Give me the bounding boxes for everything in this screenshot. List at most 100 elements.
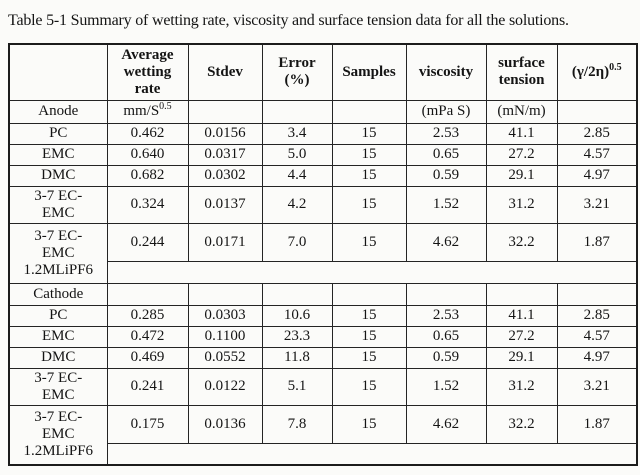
empty-cell — [556, 99, 638, 124]
cell-value: 4.97 — [556, 164, 638, 187]
units-wetting-base: mm/S — [123, 103, 160, 119]
corner-cell — [8, 43, 108, 101]
table-row-cathode-pc: PC 0.285 0.0303 10.6 15 2.53 41.1 2.85 — [8, 304, 638, 327]
cell-value: 0.65 — [405, 325, 487, 348]
row-label-line: 1.2MLiPF6 — [23, 261, 94, 278]
table-row-anode-ec-emc: 3-7 EC- EMC 0.324 0.0137 4.2 15 1.52 31.… — [8, 185, 638, 224]
row-label: DMC — [8, 346, 108, 369]
cell-value: 3.21 — [556, 367, 638, 406]
cell-value: 0.0302 — [187, 164, 263, 187]
cell-value: 0.0136 — [187, 404, 263, 444]
cell-value: 0.1100 — [187, 325, 263, 348]
cell-value: 0.640 — [106, 143, 189, 166]
cell-value: 0.0137 — [187, 185, 263, 224]
table-row-anode-dmc: DMC 0.682 0.0302 4.4 15 0.59 29.1 4.97 — [8, 164, 638, 187]
cell-value: 7.0 — [261, 222, 333, 262]
ratio-base: (γ/2η) — [571, 63, 610, 80]
cell-value: 0.462 — [106, 122, 189, 145]
empty-cell — [556, 282, 638, 306]
row-label-line: EMC — [41, 204, 75, 221]
cell-value: 0.285 — [106, 304, 189, 327]
table-row-cathode-ec-emc-lipf6: 3-7 EC- EMC 1.2MLiPF6 0.175 0.0136 7.8 1… — [8, 404, 638, 466]
cell-value: 15 — [331, 325, 407, 348]
empty-strip-cell — [106, 260, 638, 284]
col-header-surface-tension: surface tension — [485, 43, 558, 101]
cell-value: 15 — [331, 164, 407, 187]
ratio-superscript: 0.5 — [609, 61, 622, 73]
cell-value: 15 — [331, 304, 407, 327]
cell-value: 3.4 — [261, 122, 333, 145]
cell-value: 4.62 — [405, 222, 487, 262]
cell-value: 4.57 — [556, 143, 638, 166]
cell-value: 0.0171 — [187, 222, 263, 262]
cell-value: 0.59 — [405, 164, 487, 187]
cell-value: 31.2 — [485, 367, 558, 406]
cell-value: 23.3 — [261, 325, 333, 348]
table-row-cathode-dmc: DMC 0.469 0.0552 11.8 15 0.59 29.1 4.97 — [8, 346, 638, 369]
cell-value: 15 — [331, 143, 407, 166]
units-viscosity: (mPa S) — [405, 99, 487, 124]
cell-value: 15 — [331, 367, 407, 406]
cell-value: 2.85 — [556, 122, 638, 145]
empty-cell — [187, 282, 263, 306]
cell-value: 29.1 — [485, 164, 558, 187]
row-label: PC — [8, 304, 108, 327]
cell-value: 5.1 — [261, 367, 333, 406]
row-label: DMC — [8, 164, 108, 187]
cell-value: 10.6 — [261, 304, 333, 327]
cell-value: 5.0 — [261, 143, 333, 166]
row-label-line: 1.2MLiPF6 — [23, 443, 94, 460]
cell-value: 0.175 — [106, 404, 189, 444]
cell-value: 27.2 — [485, 143, 558, 166]
cathode-tail-strip-row — [9, 442, 638, 466]
table-row-cathode-ec-emc: 3-7 EC- EMC 0.241 0.0122 5.1 15 1.52 31.… — [8, 367, 638, 406]
cell-value: 41.1 — [485, 304, 558, 327]
cell-value: 4.57 — [556, 325, 638, 348]
cell-value: 0.0317 — [187, 143, 263, 166]
units-wetting-superscript: 0.5 — [159, 101, 172, 112]
empty-cell — [261, 99, 333, 124]
col-header-samples: Samples — [331, 43, 407, 101]
cathode-section-row: Cathode — [8, 282, 638, 306]
row-label-line: 3-7 EC- — [34, 227, 83, 244]
data-table: Average wetting rate Stdev Error (%) Sam… — [8, 43, 638, 466]
cell-value: 7.8 — [261, 404, 333, 444]
row-label: EMC — [8, 325, 108, 348]
cell-value: 0.0303 — [187, 304, 263, 327]
cell-value: 32.2 — [485, 222, 558, 262]
cell-value: 0.59 — [405, 346, 487, 369]
cell-value: 1.87 — [556, 404, 638, 444]
row-label: PC — [8, 122, 108, 145]
cell-value: 15 — [331, 404, 407, 444]
table-row-anode-ec-emc-lipf6: 3-7 EC- EMC 1.2MLiPF6 0.244 0.0171 7.0 1… — [8, 222, 638, 284]
cell-value: 15 — [331, 185, 407, 224]
cell-value: 15 — [331, 222, 407, 262]
table-row-anode-pc: PC 0.462 0.0156 3.4 15 2.53 41.1 2.85 — [8, 122, 638, 145]
col-header-error-line2: (%) — [284, 72, 310, 89]
table-caption: Table 5-1 Summary of wetting rate, visco… — [8, 12, 569, 29]
cell-value: 0.682 — [106, 164, 189, 187]
cell-value: 0.324 — [106, 185, 189, 224]
cell-value: 0.0122 — [187, 367, 263, 406]
cell-value: 2.53 — [405, 304, 487, 327]
col-header-stdev: Stdev — [187, 43, 263, 101]
row-label-line: EMC — [41, 386, 75, 403]
empty-cell — [261, 282, 333, 306]
cell-value: 4.2 — [261, 185, 333, 224]
cell-value: 4.4 — [261, 164, 333, 187]
row-label-line: 3-7 EC- — [34, 369, 83, 386]
section-label-cathode: Cathode — [8, 282, 108, 306]
row-label-line: 3-7 EC- — [34, 409, 83, 426]
cell-value: 31.2 — [485, 185, 558, 224]
empty-cell — [187, 99, 263, 124]
cell-value: 0.469 — [106, 346, 189, 369]
cell-value: 32.2 — [485, 404, 558, 444]
row-label-line: EMC — [41, 426, 75, 443]
cell-value: 15 — [331, 122, 407, 145]
cell-value: 1.87 — [556, 222, 638, 262]
anode-units-row: Anode mm/S0.5 (mPa S) (mN/m) — [8, 99, 638, 124]
cell-value: 27.2 — [485, 325, 558, 348]
section-label-anode: Anode — [8, 99, 108, 124]
empty-cell — [331, 99, 407, 124]
